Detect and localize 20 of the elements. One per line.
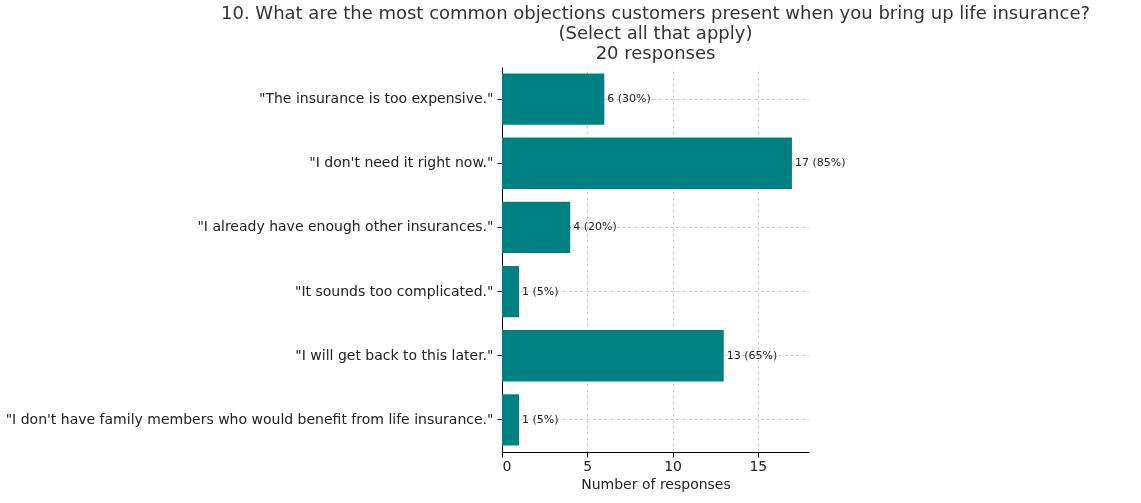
y-tick-label: "It sounds too complicated." bbox=[294, 282, 494, 299]
y-tick-label: "I will get back to this later." bbox=[295, 346, 494, 363]
text: (Select all that apply) bbox=[558, 22, 753, 43]
text: 20 responses bbox=[595, 42, 716, 63]
y-tick-label: "I don't need it right now." bbox=[309, 154, 494, 171]
x-axis-title: Number of responses bbox=[581, 475, 731, 492]
data-label: 1 (5%) bbox=[522, 284, 559, 298]
x-tick-label: 10 bbox=[664, 457, 682, 474]
y-tick-label: "I already have enough other insurances." bbox=[197, 218, 494, 235]
data-label: 13 (65%) bbox=[726, 348, 778, 362]
text: 10. What are the most common objections customers present when you bring up life insurance? bbox=[220, 2, 1091, 23]
x-tick-label: 0 bbox=[502, 457, 512, 474]
data-label: 17 (85%) bbox=[794, 156, 846, 170]
y-tick-label: "The insurance is too expensive." bbox=[258, 90, 494, 107]
data-label: 1 (5%) bbox=[522, 412, 559, 426]
x-tick-label: 15 bbox=[749, 457, 768, 474]
data-label: 4 (20%) bbox=[573, 220, 617, 234]
y-tick-label: "I don't have family members who would benefit from life insurance." bbox=[5, 410, 494, 427]
data-label: 6 (30%) bbox=[607, 92, 651, 106]
x-tick-label: 5 bbox=[583, 457, 593, 474]
